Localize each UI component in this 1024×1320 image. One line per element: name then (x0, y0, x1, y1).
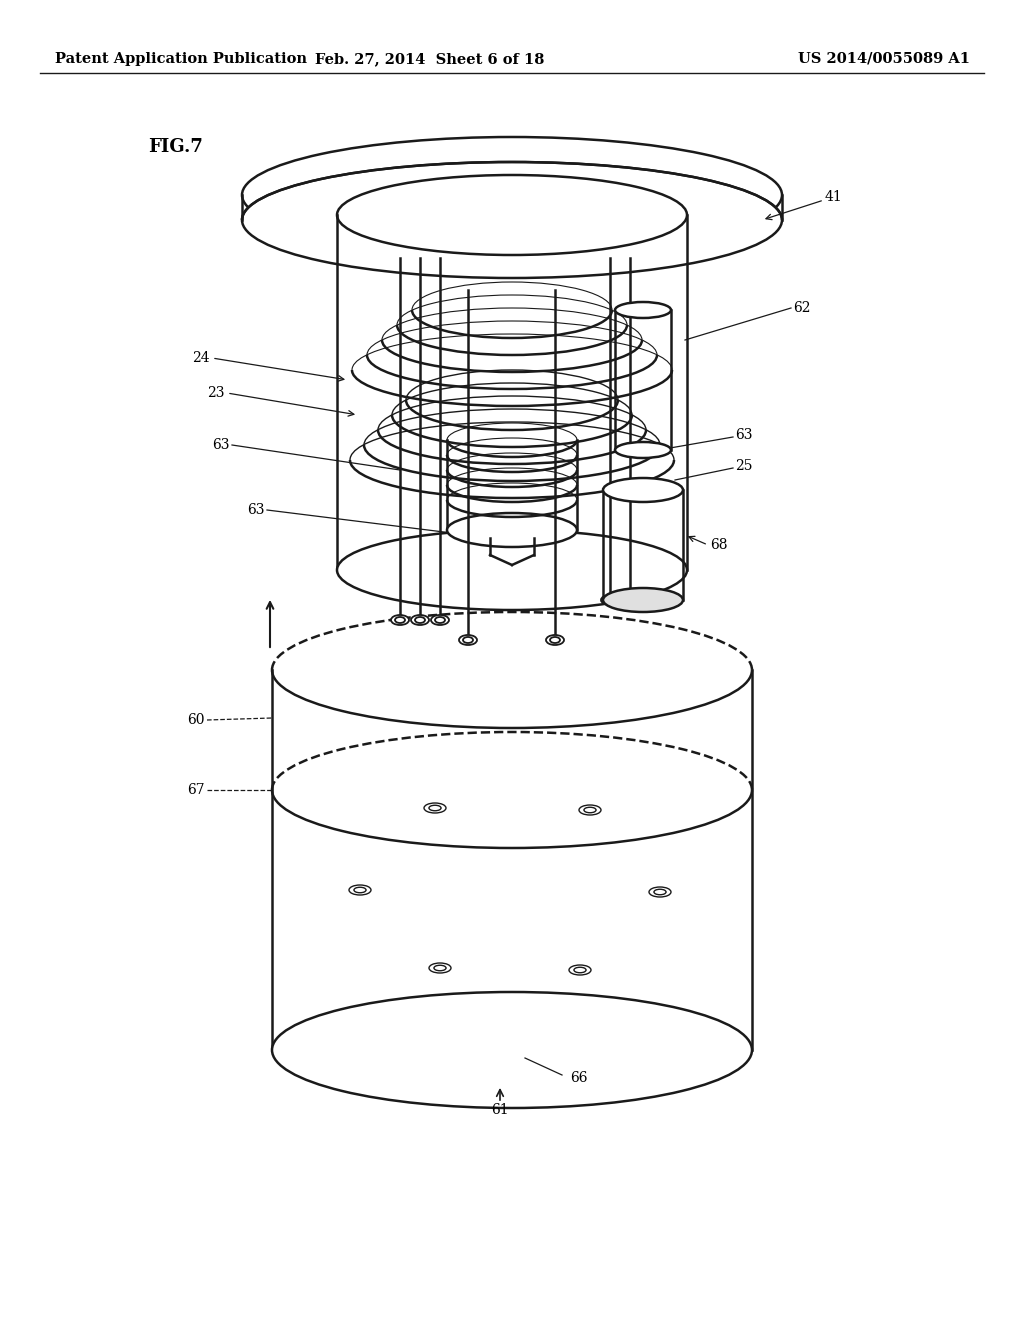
Text: FIG.7: FIG.7 (148, 139, 203, 156)
Ellipse shape (579, 805, 601, 814)
Ellipse shape (615, 442, 671, 458)
Ellipse shape (649, 887, 671, 898)
Ellipse shape (272, 993, 752, 1107)
Ellipse shape (431, 615, 449, 624)
Ellipse shape (621, 595, 639, 605)
Ellipse shape (349, 884, 371, 895)
Text: 63: 63 (735, 428, 753, 442)
Text: Feb. 27, 2014  Sheet 6 of 18: Feb. 27, 2014 Sheet 6 of 18 (315, 51, 545, 66)
Ellipse shape (603, 478, 683, 502)
Text: US 2014/0055089 A1: US 2014/0055089 A1 (798, 51, 970, 66)
Text: 67: 67 (187, 783, 205, 797)
Ellipse shape (242, 162, 782, 279)
Ellipse shape (615, 302, 671, 318)
Ellipse shape (242, 137, 782, 253)
Text: 25: 25 (735, 459, 753, 473)
Text: 63: 63 (213, 438, 230, 451)
Text: 60: 60 (187, 713, 205, 727)
Text: 61: 61 (492, 1104, 509, 1117)
Ellipse shape (603, 587, 683, 612)
Ellipse shape (411, 615, 429, 624)
Text: 24: 24 (193, 351, 210, 366)
Ellipse shape (424, 803, 446, 813)
Text: 68: 68 (710, 539, 727, 552)
Text: Patent Application Publication: Patent Application Publication (55, 51, 307, 66)
Text: 66: 66 (570, 1071, 588, 1085)
Text: 41: 41 (825, 190, 843, 205)
Ellipse shape (601, 595, 618, 605)
Ellipse shape (429, 964, 451, 973)
Ellipse shape (569, 965, 591, 975)
Text: 62: 62 (793, 301, 811, 315)
Text: 63: 63 (248, 503, 265, 517)
Ellipse shape (546, 635, 564, 645)
Text: 23: 23 (208, 385, 225, 400)
Ellipse shape (391, 615, 409, 624)
Ellipse shape (459, 635, 477, 645)
Ellipse shape (337, 531, 687, 610)
Ellipse shape (447, 513, 577, 546)
